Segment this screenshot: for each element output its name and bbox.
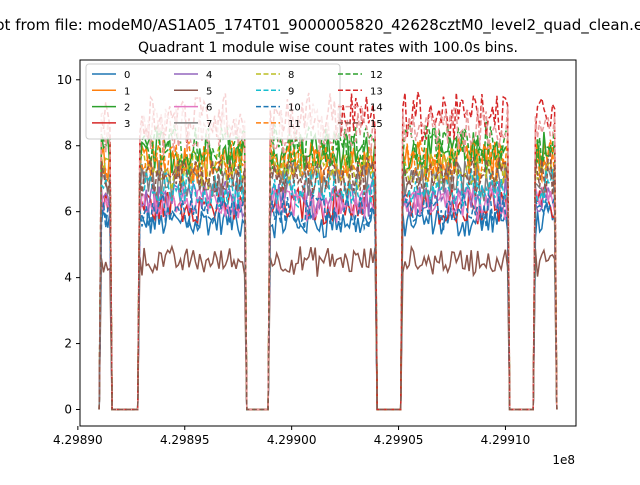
legend-label-5: 5 xyxy=(206,86,212,97)
legend-label-10: 10 xyxy=(288,103,301,114)
legend-label-6: 6 xyxy=(206,103,212,114)
series-line-5 xyxy=(98,244,558,411)
y-tick-label: 4 xyxy=(64,271,72,285)
x-tick-label: 4.29910 xyxy=(481,433,531,447)
series-line-0 xyxy=(98,201,558,411)
series-line-15 xyxy=(98,151,558,411)
legend-label-0: 0 xyxy=(124,70,130,81)
x-offset-label: 1e8 xyxy=(552,453,575,467)
legend-label-15: 15 xyxy=(370,119,383,130)
legend-label-4: 4 xyxy=(206,70,212,81)
series-line-11 xyxy=(98,135,558,411)
chart-title: Quadrant 1 module wise count rates with … xyxy=(138,40,518,56)
legend-label-13: 13 xyxy=(370,86,383,97)
legend-label-12: 12 xyxy=(370,70,383,81)
legend-label-1: 1 xyxy=(124,86,130,97)
legend-label-9: 9 xyxy=(288,86,294,97)
x-tick-label: 4.29890 xyxy=(53,433,103,447)
legend-label-11: 11 xyxy=(288,119,301,130)
x-tick-label: 4.29905 xyxy=(374,433,424,447)
chart-suptitle: Plot from file: modeM0/AS1A05_174T01_900… xyxy=(0,16,640,35)
series-line-10 xyxy=(98,191,558,411)
x-tick-label: 4.29895 xyxy=(160,433,210,447)
y-tick-label: 0 xyxy=(64,403,72,417)
y-tick-label: 2 xyxy=(64,337,72,351)
y-tick-label: 6 xyxy=(64,205,72,219)
x-tick-label: 4.29900 xyxy=(267,433,317,447)
legend-label-7: 7 xyxy=(206,119,212,130)
y-tick-label: 10 xyxy=(57,73,72,87)
axes: 4.29890 4.29895 4.29900 4.29905 4.29910 0 2 4 6 8… xyxy=(53,59,577,447)
y-tick-label: 8 xyxy=(64,139,72,153)
legend-label-8: 8 xyxy=(288,70,294,81)
plot-area xyxy=(98,91,558,411)
legend-label-3: 3 xyxy=(124,119,130,130)
axes-frame xyxy=(79,59,577,427)
legend-label-2: 2 xyxy=(124,103,130,114)
legend-box xyxy=(85,63,341,140)
legend-label-14: 14 xyxy=(370,103,383,114)
